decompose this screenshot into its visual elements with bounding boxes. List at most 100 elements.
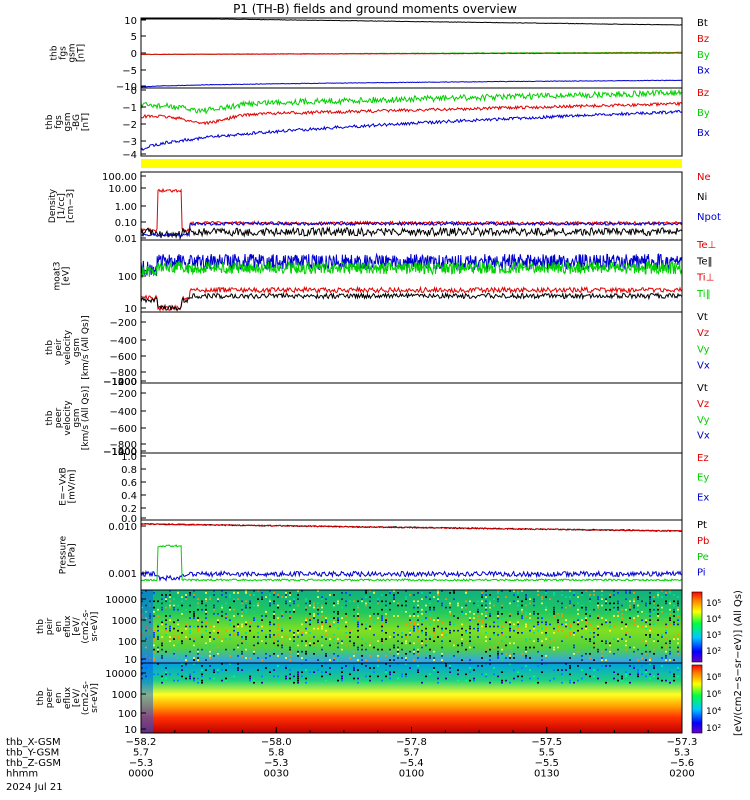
pixel [565, 663, 567, 665]
ylabel-line: velocity [63, 329, 73, 365]
pixel [445, 598, 447, 600]
pixel [489, 606, 491, 609]
pixel [221, 663, 223, 665]
pixel [553, 613, 555, 615]
pixel [413, 606, 415, 609]
pixel [369, 667, 371, 669]
pixel [513, 642, 515, 645]
pixel [197, 606, 199, 609]
pixel [201, 625, 203, 628]
pixel [321, 636, 323, 638]
pixel [577, 615, 579, 617]
colorbar-ions [691, 591, 703, 663]
pixel [409, 650, 411, 653]
pixel [189, 675, 191, 678]
pixel [473, 602, 475, 605]
pixel [541, 640, 543, 642]
pixel [173, 606, 175, 609]
pixel [521, 667, 523, 669]
pixel [365, 623, 367, 626]
pixel [613, 625, 615, 628]
pixel [465, 648, 467, 651]
pixel [165, 634, 167, 636]
pixel [561, 590, 563, 592]
pixel [265, 611, 267, 613]
pixel [309, 638, 311, 640]
pixel [653, 623, 655, 626]
pixel [425, 632, 427, 634]
pixel [577, 613, 579, 615]
pixel [565, 619, 567, 621]
pixel [677, 615, 679, 617]
ylabel-line: gsm [72, 338, 82, 357]
pixel [489, 594, 491, 596]
pixel [617, 638, 619, 640]
pixel [389, 636, 391, 638]
pixel [337, 679, 339, 682]
pixel [449, 602, 451, 605]
pixel [433, 608, 435, 611]
pixel [333, 653, 335, 655]
pixel [645, 602, 647, 605]
pixel [537, 621, 539, 624]
pixel [637, 648, 639, 651]
pixel [393, 671, 395, 673]
pixel [385, 671, 387, 673]
pixel [193, 613, 195, 615]
pixel [497, 653, 499, 655]
pixel [345, 650, 347, 653]
pixel [461, 627, 463, 630]
pixel [645, 640, 647, 642]
pixel [273, 600, 275, 603]
pixel [557, 613, 559, 615]
spectrogram-edge [141, 590, 153, 733]
pixel [181, 665, 183, 667]
pixel [653, 602, 655, 605]
pixel [609, 642, 611, 645]
pixel [585, 590, 587, 592]
pixel [425, 650, 427, 653]
pixel [393, 636, 395, 638]
pixel [537, 640, 539, 642]
pixel [525, 640, 527, 642]
pixel [217, 648, 219, 651]
pixel [545, 627, 547, 630]
pixel [429, 606, 431, 609]
pixel [673, 659, 675, 661]
bx-line [141, 79, 683, 88]
pixel [565, 623, 567, 626]
pixel [605, 640, 607, 642]
pixel [169, 640, 171, 642]
pixel [161, 594, 163, 596]
pixel [305, 619, 307, 621]
pixel [437, 636, 439, 638]
pixel [645, 646, 647, 649]
pixel [645, 669, 647, 671]
pixel [321, 644, 323, 647]
pixel [345, 665, 347, 667]
pixel [533, 598, 535, 600]
pixel [273, 594, 275, 596]
pixel [525, 594, 527, 596]
pixel [669, 659, 671, 661]
pixel [281, 615, 283, 617]
pixel [241, 650, 243, 653]
pixel [645, 627, 647, 630]
pixel [325, 621, 327, 624]
pixel [193, 659, 195, 661]
pixel [605, 655, 607, 657]
pixel [225, 679, 227, 682]
pixel [597, 625, 599, 628]
pixel [413, 629, 415, 632]
pixel [441, 655, 443, 657]
pixel [585, 608, 587, 611]
pixel [593, 669, 595, 671]
pixel [589, 657, 591, 659]
pixel [217, 629, 219, 632]
pixel [425, 638, 427, 640]
pixel [641, 648, 643, 651]
pixel [253, 636, 255, 638]
bx-line [140, 109, 683, 151]
pixel [537, 681, 539, 684]
pixel [541, 621, 543, 624]
